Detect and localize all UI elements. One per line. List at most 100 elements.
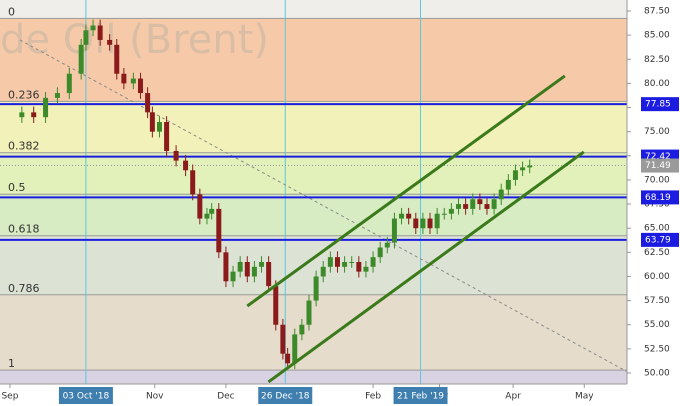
candle-body — [463, 204, 469, 209]
level-badge-label: 72.42 — [645, 152, 671, 162]
candle-body — [259, 261, 265, 267]
date-marker-label: 03 Oct '18 — [63, 392, 110, 402]
candle-body — [90, 25, 96, 31]
candle-body — [491, 199, 497, 209]
y-tick-label: 52.50 — [644, 344, 670, 354]
fib-band — [0, 235, 627, 295]
candle-body — [527, 165, 533, 168]
y-tick-label: 75.00 — [644, 127, 670, 137]
y-tick-label: 85.00 — [644, 31, 670, 41]
candle-body — [66, 73, 72, 94]
y-tick-label: 55.00 — [644, 320, 670, 330]
candle-body — [183, 160, 189, 171]
x-tick-label: Dec — [217, 392, 234, 402]
candle-body — [273, 286, 279, 325]
channel-line — [246, 74, 566, 308]
candle-body — [149, 112, 155, 132]
candle-body — [237, 261, 243, 272]
fib-band — [0, 294, 627, 371]
candle-body — [520, 167, 526, 171]
y-tick-label: 67.50 — [644, 200, 670, 210]
candle-body — [498, 189, 504, 200]
candle-body — [299, 324, 305, 335]
fib-label: 0.618 — [8, 223, 40, 236]
candle-body — [173, 150, 179, 161]
candle-body — [107, 39, 113, 45]
candle-body — [384, 242, 390, 248]
x-tick-label: Nov — [146, 392, 164, 402]
x-tick-label: May — [575, 392, 594, 402]
candle-body — [130, 78, 136, 84]
dashed-trend-line — [19, 39, 628, 373]
candle-body — [313, 276, 319, 301]
level-badge — [641, 232, 679, 247]
candle-body — [470, 199, 476, 209]
candle-body — [43, 97, 49, 118]
fib-label: 0.236 — [8, 88, 40, 101]
watermark: de Oil (Brent) — [0, 17, 269, 63]
x-tick-label: Sep — [1, 392, 18, 402]
last-price-badge — [641, 158, 679, 173]
candle-body — [223, 252, 229, 282]
candle-body — [427, 218, 433, 229]
candle-body — [54, 93, 60, 98]
y-tick-label: 65.00 — [644, 224, 670, 234]
y-tick-label: 82.50 — [644, 55, 670, 65]
y-tick-label: 57.50 — [644, 296, 670, 306]
date-marker-badge — [58, 387, 113, 404]
candle-body — [512, 170, 518, 180]
candle-body — [280, 324, 286, 354]
date-marker-badge — [258, 387, 313, 404]
y-tick-label: 87.50 — [644, 7, 670, 17]
level-badge — [641, 190, 679, 205]
candle-body — [484, 204, 490, 209]
candle-body — [448, 208, 454, 214]
x-tick-label: Apr — [505, 392, 521, 402]
candle-body — [190, 170, 196, 195]
candle-body — [349, 261, 355, 263]
y-tick-label: 62.50 — [644, 248, 670, 258]
level-badge — [641, 97, 679, 112]
y-tick-label: 80.00 — [644, 79, 670, 89]
candle-body — [356, 261, 362, 272]
candle-body — [327, 257, 333, 267]
candle-body — [83, 30, 89, 45]
fib-label: 0.5 — [8, 181, 26, 194]
level-badge-label: 63.79 — [645, 235, 671, 245]
fib-band-below — [0, 370, 627, 384]
y-tick-label: 60.00 — [644, 272, 670, 282]
fib-band — [0, 101, 627, 153]
time-axis — [0, 384, 627, 406]
candle-body — [156, 122, 162, 132]
candle-body — [434, 213, 440, 229]
candle-body — [406, 213, 412, 219]
candle-body — [391, 218, 397, 243]
candle-body — [209, 208, 215, 214]
y-tick-label: 70.00 — [644, 175, 670, 185]
candle-body — [377, 247, 383, 258]
candle-body — [505, 179, 511, 190]
candle-body — [114, 44, 120, 74]
date-marker-label: 26 Dec '18 — [261, 392, 310, 402]
candle-body — [251, 266, 257, 277]
candle-body — [197, 194, 203, 219]
candle-body — [370, 257, 376, 267]
candle-body — [266, 261, 272, 287]
level-badge-label: 77.85 — [645, 100, 671, 110]
candle-body — [145, 93, 151, 113]
fib-label: 1 — [8, 357, 15, 370]
date-marker-badge — [393, 387, 448, 404]
candle-body — [204, 213, 210, 219]
fib-band — [0, 18, 627, 102]
candle-body — [363, 266, 369, 272]
candle-body — [19, 112, 25, 118]
fib-label: 0.786 — [8, 282, 40, 295]
candle-body — [78, 44, 84, 74]
candle-body — [413, 218, 419, 229]
fib-band — [0, 194, 627, 236]
candle-body — [342, 261, 348, 267]
candle-body — [164, 122, 170, 151]
fib-label: 0.382 — [8, 140, 40, 153]
level-badge-label: 68.19 — [645, 193, 671, 203]
